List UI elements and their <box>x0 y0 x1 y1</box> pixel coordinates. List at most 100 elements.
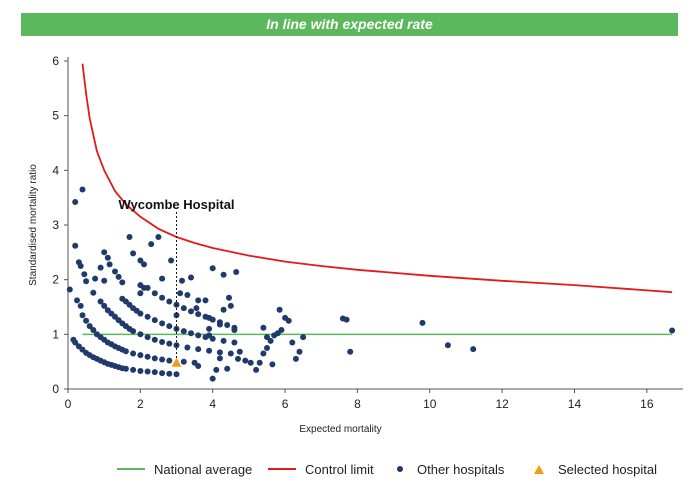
hospital-point <box>276 306 283 313</box>
hospital-point <box>151 317 158 324</box>
hospital-point <box>224 322 231 328</box>
hospital-point <box>470 346 477 353</box>
hospital-point <box>220 271 227 278</box>
hospital-point <box>166 298 173 305</box>
hospital-point <box>166 370 173 377</box>
hospital-point <box>92 275 99 282</box>
hospital-point <box>137 310 144 317</box>
hospital-point <box>220 337 227 344</box>
hospital-point <box>137 352 144 359</box>
y-tick-label: 4 <box>52 163 59 177</box>
hospital-point <box>97 264 104 271</box>
hospital-point <box>227 302 234 309</box>
y-tick-label: 0 <box>52 382 59 396</box>
hospital-point <box>444 342 451 349</box>
hospital-point <box>224 365 231 372</box>
y-tick-label: 5 <box>52 109 59 123</box>
hospital-point <box>195 363 202 369</box>
hospital-point <box>72 242 79 249</box>
hospital-point <box>130 366 137 373</box>
hospital-point <box>195 311 202 318</box>
x-tick-label: 14 <box>568 397 582 411</box>
hospital-point <box>195 332 202 339</box>
hospital-point <box>267 337 274 344</box>
hospital-point <box>79 186 86 193</box>
hospital-point <box>159 356 166 363</box>
legend-label-selected: Selected hospital <box>558 461 658 477</box>
hospital-point <box>144 313 151 320</box>
legend: National average Control limit Other hos… <box>0 459 700 479</box>
hospital-point <box>159 339 166 345</box>
x-tick-label: 10 <box>423 397 437 411</box>
hospital-point <box>159 320 166 327</box>
hospital-point <box>144 334 151 341</box>
hospital-point <box>159 294 166 301</box>
hospital-point <box>184 292 191 298</box>
hospital-point <box>188 330 194 337</box>
hospital-point <box>193 305 200 312</box>
hospital-point <box>173 312 180 319</box>
hospital-point <box>81 271 88 278</box>
control-limit-line <box>81 63 673 294</box>
banner-title: In line with expected rate <box>266 16 433 32</box>
x-tick-label: 6 <box>282 397 289 411</box>
legend-label-control: Control limit <box>305 461 374 477</box>
legend-item-other: Other hospitals <box>393 459 504 479</box>
hospital-point <box>419 319 426 326</box>
hospital-point <box>83 317 90 324</box>
x-tick-label: 4 <box>209 397 216 411</box>
hospital-point <box>195 297 202 304</box>
hospital-point <box>216 321 223 328</box>
hospital-point <box>206 347 213 354</box>
hospital-point <box>292 355 299 362</box>
hospital-point <box>179 277 185 284</box>
hospital-point <box>343 316 350 323</box>
hospital-point <box>300 334 307 341</box>
hospital-point <box>122 348 129 355</box>
y-axis-label: Standardised mortality ratio <box>28 164 39 286</box>
hospital-point <box>83 278 90 285</box>
hospital-point <box>264 334 270 341</box>
y-tick-label: 2 <box>52 273 59 287</box>
hospital-point <box>151 369 158 376</box>
hospital-point <box>206 314 213 321</box>
hospital-point <box>260 350 267 357</box>
hospital-point <box>66 286 73 293</box>
hospital-point <box>180 305 187 312</box>
hospital-point <box>137 257 144 264</box>
hospital-point <box>231 327 238 333</box>
hospital-point <box>159 275 166 282</box>
hospital-point <box>209 265 216 272</box>
legend-item-national: National average <box>117 459 252 479</box>
hospital-point <box>216 355 223 362</box>
hospital-point <box>159 370 166 377</box>
hospital-point <box>242 357 249 364</box>
selected-hospital-point <box>171 357 182 367</box>
hospital-point <box>79 312 86 319</box>
hospital-point <box>269 361 276 368</box>
hospital-point <box>180 358 187 365</box>
hospital-point <box>296 348 303 355</box>
hospital-point <box>206 325 213 332</box>
hospital-point <box>90 327 97 333</box>
annotation-layer: Wycombe Hospital <box>118 197 235 359</box>
hospital-point <box>209 375 216 382</box>
hospital-point <box>236 348 243 355</box>
legend-label-other: Other hospitals <box>417 461 505 477</box>
hospital-point <box>130 350 137 357</box>
annotation-label: Wycombe Hospital <box>118 197 234 212</box>
hospital-point <box>213 366 220 373</box>
points-layer <box>66 186 676 382</box>
reference-lines <box>81 63 673 336</box>
hospital-point <box>77 302 84 309</box>
x-axis-label: Expected mortality <box>299 424 381 435</box>
hospital-point <box>148 241 155 248</box>
hospital-point <box>184 344 191 351</box>
hospital-point <box>130 250 137 257</box>
hospital-point <box>177 290 184 297</box>
x-tick-label: 16 <box>640 397 654 411</box>
legend-triangle-selected <box>534 464 544 474</box>
hospital-point <box>166 323 173 330</box>
hospital-point <box>101 249 108 256</box>
hospital-point <box>289 339 296 346</box>
